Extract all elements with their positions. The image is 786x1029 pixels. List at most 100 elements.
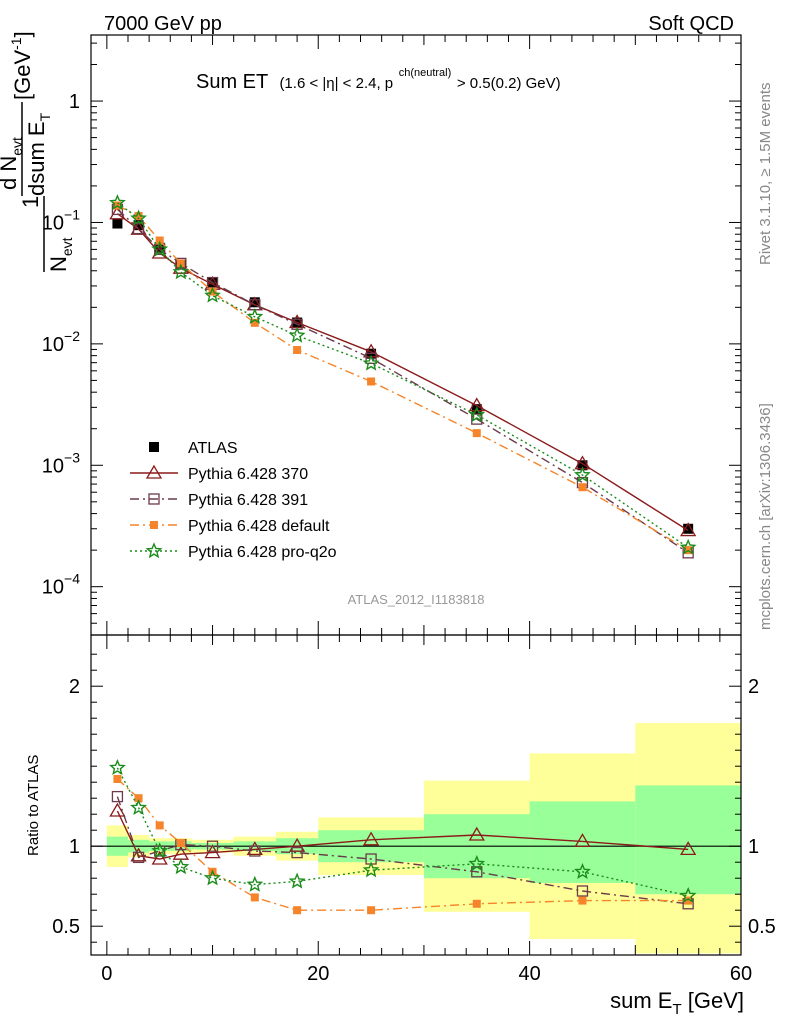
legend-label: Pythia 6.428 370 (188, 466, 308, 483)
ratio-series-point (291, 846, 303, 859)
main-series-point (288, 326, 306, 343)
ylabel-pre-bottom-main: N (46, 256, 71, 272)
main-ylabel: 1 Nevt d Nevt dsum ET [GeV-1] (0, 31, 75, 272)
legend-label: Pythia 6.428 pro-q2o (188, 544, 337, 561)
main-series-4 (109, 194, 697, 555)
legend-marker (145, 464, 163, 479)
main-series-line (116, 208, 689, 554)
plot-title: Sum ET (1.6 < |η| < 2.4, p ch(neutral) >… (196, 59, 561, 93)
main-ytick-label: 10−2 (42, 328, 80, 356)
ratio-series-point (246, 841, 263, 856)
ratio-series-point (293, 906, 302, 915)
ratio-series-point (151, 850, 168, 865)
main-series-point (293, 346, 302, 355)
ratio-series-point (132, 851, 145, 864)
main-series-point (151, 240, 169, 257)
main-ytick-label-base: 10 (42, 455, 64, 477)
ratio-series-3 (109, 758, 697, 904)
main-series-point (249, 297, 260, 308)
xtick-label: 60 (730, 963, 752, 985)
band-green-bin (635, 785, 741, 895)
main-ytick-label-base: 10 (42, 334, 64, 356)
ylabel-frac-top-main: d N (0, 156, 21, 190)
main-series-point (109, 194, 126, 210)
ratio-ylabel: Ratio to ATLAS (25, 755, 42, 856)
main-ytick-label: 1 (69, 91, 80, 113)
main-series-point (574, 466, 591, 483)
main-series-line (117, 204, 689, 551)
ratio-frame (90, 634, 742, 956)
ratio-ytick-label: 1 (69, 836, 80, 858)
ratio-ytick-label-right: 1 (748, 836, 759, 858)
main-series-point (679, 538, 697, 555)
legend-label: ATLAS (188, 440, 238, 457)
ylabel-unit: [GeV-1] (8, 31, 35, 100)
main-series-point (130, 209, 147, 226)
plot-title-cut-sup: ch(neutral) (399, 67, 452, 79)
main-ytick-label-exp: −1 (64, 206, 80, 222)
ylabel-frac-top: d Nevt (0, 137, 25, 190)
legend-entry: ATLAS (149, 440, 238, 457)
legend-marker (148, 493, 160, 505)
ratio-series-point (362, 831, 380, 846)
legend-entry: Pythia 6.428 391 (130, 492, 308, 509)
main-panel: 110−110−210−310−4 (42, 34, 742, 636)
main-ytick-label-exp: −2 (64, 328, 80, 344)
ratio-series-line (116, 796, 689, 905)
main-series-point (680, 522, 697, 537)
ratio-series-line (116, 767, 689, 897)
legend-entry: Pythia 6.428 370 (130, 464, 308, 483)
band-green-bin (529, 801, 636, 883)
legend-entry: Pythia 6.428 default (130, 518, 330, 535)
main-series-point (246, 307, 264, 324)
main-ytick-label-base: 10 (42, 577, 64, 599)
ratio-series-line (116, 810, 689, 860)
ylabel-unit-sup: -1 (8, 37, 24, 50)
ratio-series-point (204, 869, 221, 886)
ratio-ytick-label: 0.5 (52, 916, 80, 938)
main-ytick-label: 10−4 (42, 571, 80, 599)
ratio-series-point (130, 798, 147, 816)
ratio-series-point (134, 794, 143, 803)
legend-label: Pythia 6.428 391 (188, 492, 308, 509)
xtick-label: 20 (307, 963, 329, 985)
main-series-point (472, 429, 481, 438)
main-series-line (116, 202, 689, 549)
ratio-series-point (472, 899, 481, 908)
main-series-point (362, 354, 380, 371)
ylabel-pre-top: 1 (18, 196, 43, 208)
ratio-series-point (109, 758, 126, 776)
xlabel-sub: T (672, 1001, 681, 1018)
main-series-point (577, 460, 588, 471)
legend: ATLAS Pythia 6.428 370 Pythia 6.428 391 Pyt… (130, 440, 337, 561)
main-series-point (683, 523, 694, 534)
ratio-series-point (109, 802, 126, 817)
ratio-series-point (684, 896, 693, 905)
ratio-series-1 (111, 790, 694, 910)
side-label-bottom: mcplots.cern.ch [arXiv:1306.3436] (757, 403, 774, 630)
main-series-point (134, 212, 143, 221)
ratio-ytick-label: 2 (69, 676, 80, 698)
main-series-1 (109, 205, 697, 537)
main-series-point (175, 257, 187, 270)
ratio-series-point (206, 840, 219, 852)
ratio-series-point (679, 886, 697, 904)
ratio-series-point (680, 841, 697, 856)
ratio-series-2 (113, 775, 693, 915)
main-series-point (154, 242, 165, 253)
main-series-line (116, 213, 689, 532)
ratio-series-point (288, 837, 306, 852)
main-series-point (468, 406, 486, 423)
legend-marker (149, 442, 159, 452)
main-series-0 (112, 218, 694, 534)
ratio-series-point (468, 854, 486, 872)
ylabel-unit-close: ] (10, 31, 35, 37)
main-series-point (112, 218, 123, 229)
ylabel-pre-bottom-sub: evt (59, 237, 75, 256)
main-ytick-label: 10−1 (42, 206, 80, 234)
main-series-point (208, 287, 217, 296)
header-left: 7000 GeV pp (104, 13, 222, 35)
main-ytick-label-exp: −3 (64, 449, 80, 465)
ratio-ytick-label-right: 0.5 (748, 916, 776, 938)
